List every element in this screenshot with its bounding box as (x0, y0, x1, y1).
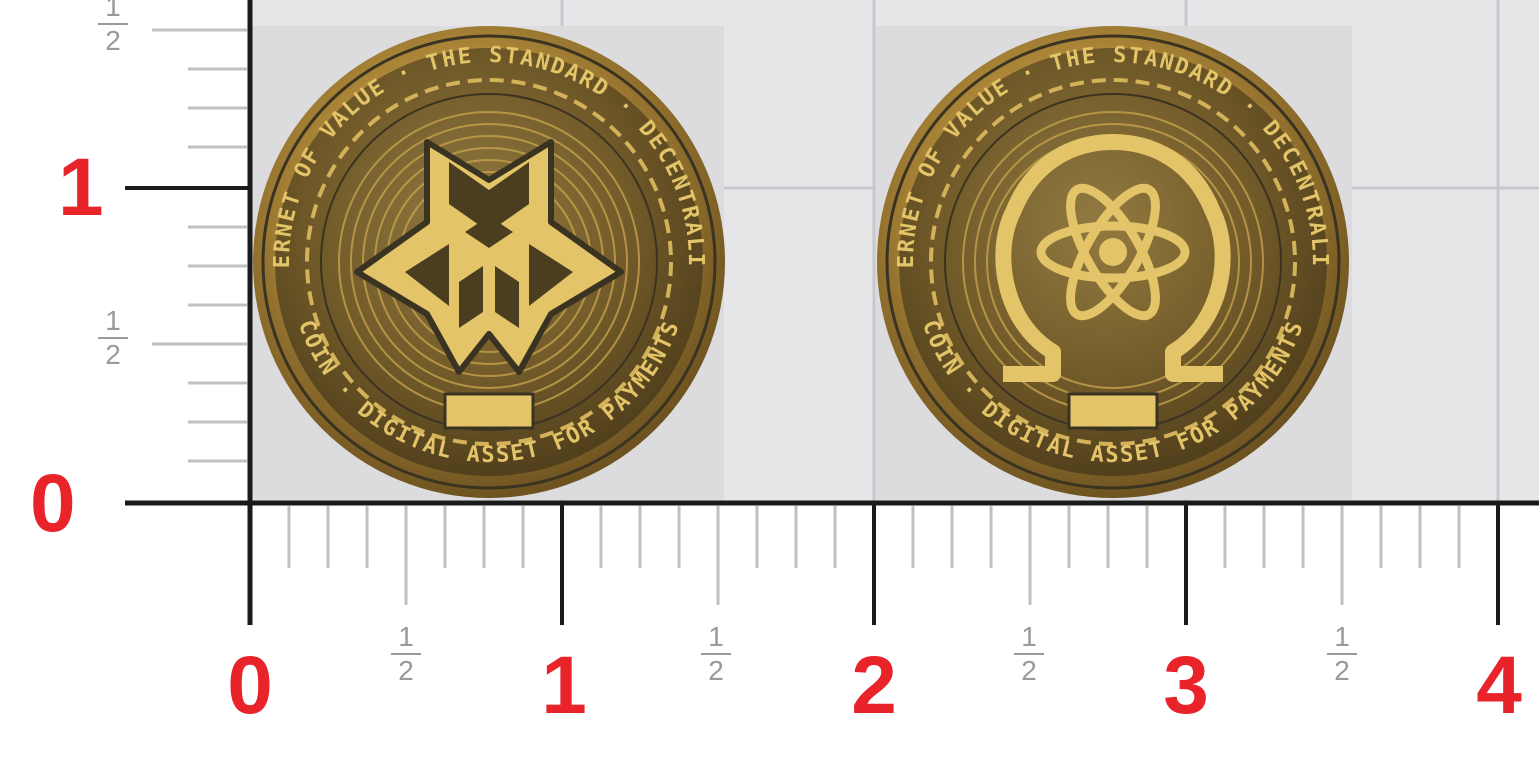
bottom-label-2: 2 (851, 640, 897, 731)
coin-right: INTERNET OF VALUE · THE STANDARD · DECEN… (877, 26, 1349, 498)
bottom-label-4: 4 (1476, 640, 1522, 731)
ruler-axes (125, 0, 1539, 625)
coin-left: INTERNET OF VALUE · THE STANDARD · DECEN… (253, 26, 725, 498)
atom-icon (1036, 183, 1190, 321)
bottom-label-1: 1 (541, 640, 587, 731)
left-label-1: 1 (58, 142, 104, 233)
bottom-label-3: 3 (1163, 640, 1209, 731)
omega-icon (995, 134, 1231, 382)
bottom-ruler-major-ticks (560, 503, 1500, 625)
star-logo-icon (354, 139, 624, 375)
bottom-ruler-ticks (287, 506, 1461, 605)
left-ruler-ticks (152, 28, 247, 463)
bottom-label-0: 0 (227, 640, 273, 731)
left-label-0: 0 (30, 458, 76, 549)
